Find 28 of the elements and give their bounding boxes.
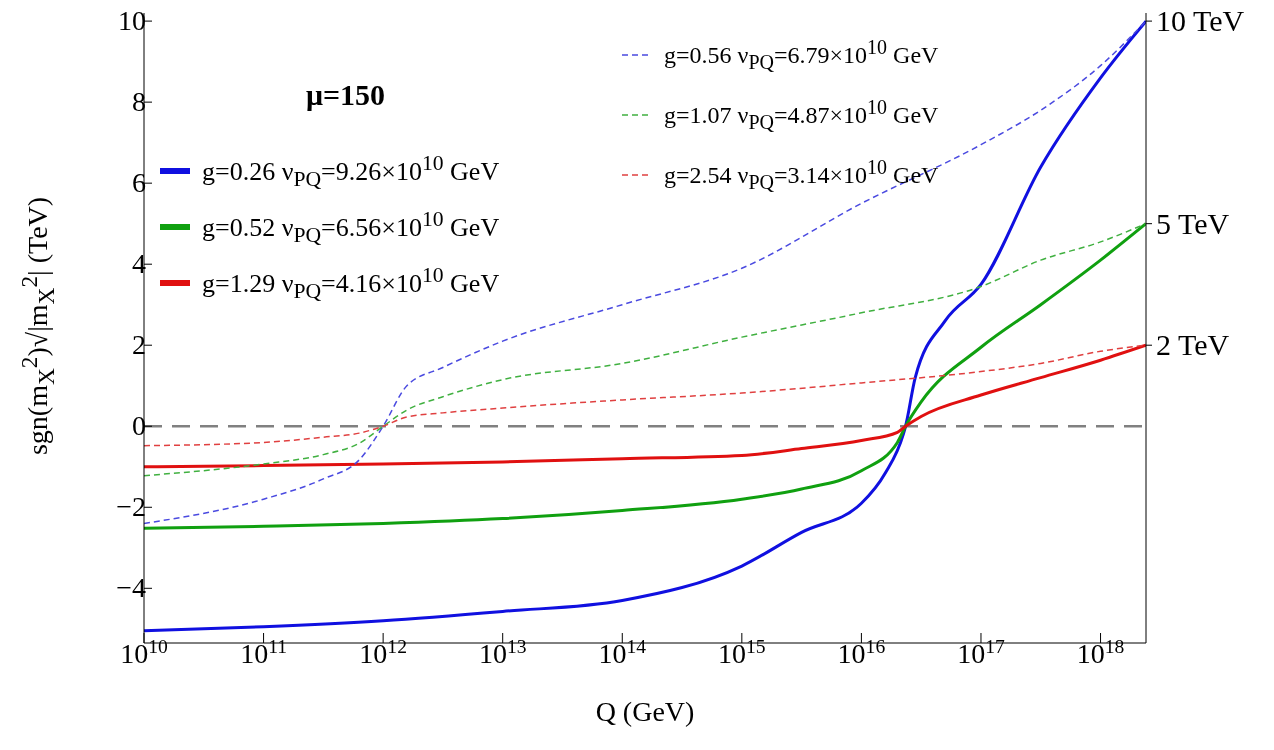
x-axis-title: Q (GeV) <box>594 696 696 728</box>
legend-label: g=0.26 ν$_{PQ}$=9.26×10$^{10}$ GeV <box>202 151 500 192</box>
legend-label: g=1.29 ν$_{PQ}$=4.16×10$^{10}$ GeV <box>202 263 500 304</box>
y-tick-label: 10 <box>118 5 146 37</box>
x-tick-label: 10$^{16}$ <box>837 635 886 669</box>
y2-tick-label: 5 TeV <box>1156 206 1230 240</box>
y-tick-label: 0 <box>132 410 146 442</box>
legend-label: g=0.52 ν$_{PQ}$=6.56×10$^{10}$ GeV <box>202 207 500 248</box>
x-tick-label: 10$^{13}$ <box>478 635 527 669</box>
y-tick-label: −2 <box>116 491 146 523</box>
x-tick-label: 10$^{14}$ <box>598 635 647 669</box>
y2-tick-label: 2 TeV <box>1156 328 1230 362</box>
y-tick-label: −4 <box>116 572 146 604</box>
y-tick-label: 2 <box>132 329 146 361</box>
legend-label: g=0.56 ν$_{PQ}$=6.79×10$^{10}$ GeV <box>664 36 939 74</box>
x-tick-label: 10$^{15}$ <box>718 635 766 669</box>
y-tick-label: 6 <box>132 167 146 199</box>
x-tick-label: 10$^{12}$ <box>359 635 407 669</box>
y-tick-label: 4 <box>132 248 146 280</box>
x-tick-label: 10$^{17}$ <box>957 635 1005 669</box>
y-tick-label: 8 <box>132 86 146 118</box>
legend-label: g=1.07 ν$_{PQ}$=4.87×10$^{10}$ GeV <box>664 96 939 134</box>
x-tick-label: 10$^{11}$ <box>240 635 287 669</box>
x-tick-label: 10$^{18}$ <box>1076 635 1125 669</box>
y2-tick-label: 10 TeV <box>1156 4 1245 38</box>
legend-label: g=2.54 ν$_{PQ}$=3.14×10$^{10}$ GeV <box>664 156 939 194</box>
x-tick-label: 10$^{10}$ <box>120 635 168 669</box>
annotation: μ=150 <box>306 78 386 112</box>
